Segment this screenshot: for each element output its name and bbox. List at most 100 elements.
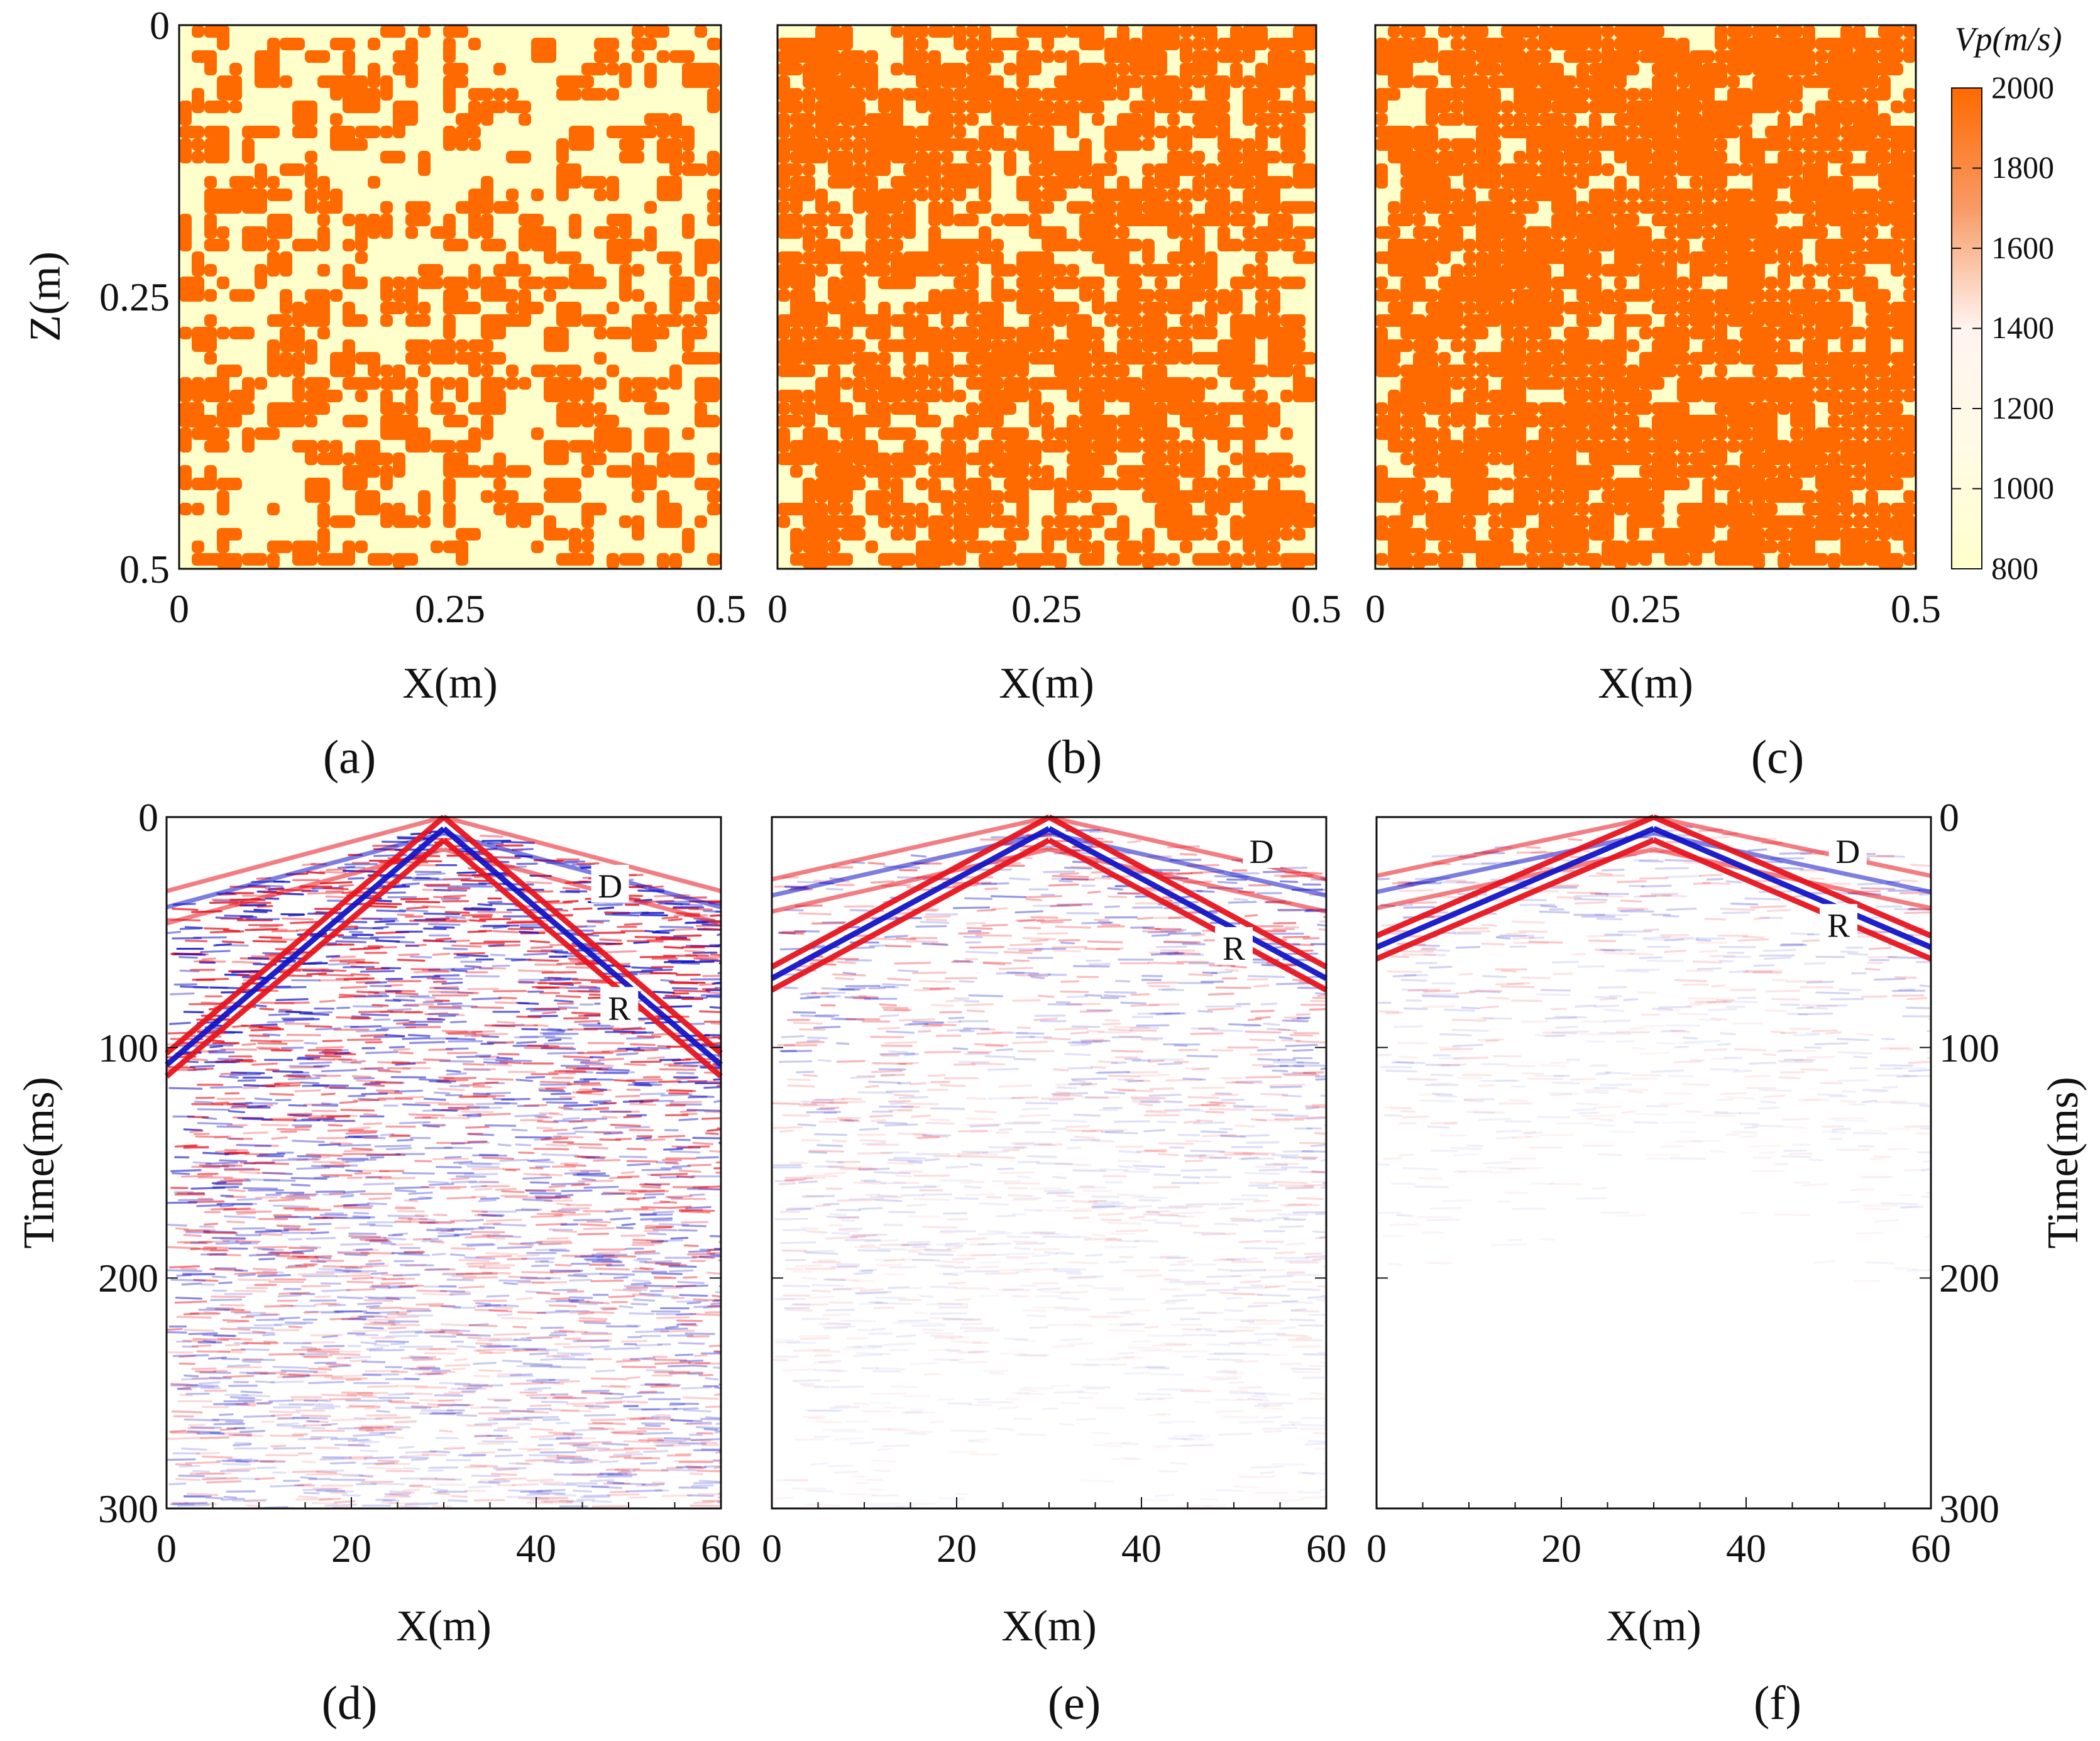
scatter-event <box>392 1233 409 1236</box>
velocity-anomaly <box>1092 163 1104 176</box>
velocity-anomaly <box>1167 553 1180 566</box>
velocity-anomaly <box>217 478 242 490</box>
velocity-anomaly <box>1828 465 1853 478</box>
velocity-anomaly <box>1451 465 1463 478</box>
velocity-anomaly <box>1903 390 1916 402</box>
velocity-anomaly <box>1501 101 1514 113</box>
velocity-anomaly <box>544 289 556 302</box>
velocity-anomaly <box>1803 25 1815 38</box>
velocity-anomaly <box>1016 176 1042 189</box>
velocity-anomaly <box>267 176 280 189</box>
velocity-anomaly <box>380 214 393 239</box>
velocity-anomaly <box>1243 339 1255 365</box>
velocity-anomaly <box>1004 63 1016 75</box>
velocity-anomaly <box>1400 314 1413 327</box>
velocity-anomaly <box>506 101 531 113</box>
velocity-anomaly <box>1205 528 1218 541</box>
velocity-anomaly <box>853 415 878 427</box>
x-axis-label: X(m) <box>1598 659 1693 708</box>
panel-a-blobs <box>179 25 721 569</box>
velocity-anomaly <box>1677 453 1690 465</box>
velocity-anomaly <box>229 415 242 427</box>
velocity-anomaly <box>1400 25 1426 38</box>
velocity-anomaly <box>1727 63 1740 75</box>
velocity-anomaly <box>1589 478 1602 490</box>
velocity-anomaly <box>393 277 405 289</box>
velocity-anomaly <box>790 151 815 163</box>
velocity-anomaly <box>556 138 569 163</box>
velocity-anomaly <box>790 38 815 63</box>
velocity-anomaly <box>1117 189 1142 201</box>
velocity-anomaly <box>594 352 607 365</box>
velocity-anomaly <box>1501 25 1526 38</box>
velocity-anomaly <box>979 50 991 63</box>
colorbar-tick-label: 1400 <box>1991 310 2054 345</box>
velocity-anomaly <box>380 365 393 377</box>
velocity-anomaly <box>1451 138 1476 151</box>
velocity-anomaly <box>1054 515 1079 528</box>
velocity-anomaly <box>1180 541 1192 553</box>
velocity-anomaly <box>1476 327 1488 339</box>
velocity-anomaly <box>1866 50 1878 63</box>
velocity-anomaly <box>632 264 644 277</box>
velocity-anomaly <box>1790 151 1803 163</box>
velocity-anomaly <box>1664 201 1690 214</box>
velocity-anomaly <box>1639 50 1664 63</box>
velocity-anomaly <box>941 189 954 201</box>
velocity-anomaly <box>1463 490 1488 515</box>
velocity-anomaly <box>878 503 891 515</box>
velocity-anomaly <box>493 88 506 101</box>
scatter-event <box>380 1431 397 1435</box>
velocity-anomaly <box>1042 440 1067 453</box>
velocity-anomaly <box>657 251 682 264</box>
velocity-anomaly <box>928 151 941 176</box>
scatter-event <box>433 1214 448 1216</box>
velocity-anomaly <box>229 63 242 75</box>
velocity-anomaly <box>1463 427 1476 440</box>
velocity-anomaly <box>828 75 853 88</box>
scatter-event <box>229 1073 261 1077</box>
velocity-anomaly <box>456 113 481 126</box>
velocity-anomaly <box>1438 365 1451 377</box>
velocity-anomaly <box>456 126 481 138</box>
velocity-anomaly <box>657 176 682 201</box>
velocity-anomaly <box>1790 289 1815 314</box>
velocity-anomaly <box>778 251 803 264</box>
velocity-anomaly <box>1375 528 1400 541</box>
velocity-anomaly <box>790 528 803 553</box>
velocity-anomaly <box>242 138 255 163</box>
velocity-anomaly <box>1891 327 1916 339</box>
velocity-anomaly <box>1104 528 1130 541</box>
velocity-anomaly <box>1218 151 1243 163</box>
velocity-anomaly <box>707 201 721 214</box>
velocity-anomaly <box>1539 478 1551 490</box>
velocity-anomaly <box>1280 151 1306 163</box>
velocity-anomaly <box>1828 402 1853 415</box>
velocity-anomaly <box>1539 503 1551 515</box>
velocity-anomaly <box>966 101 991 113</box>
scatter-event <box>539 1089 566 1092</box>
velocity-anomaly <box>1155 503 1180 528</box>
velocity-anomaly <box>192 541 204 553</box>
velocity-anomaly <box>267 189 292 201</box>
velocity-anomaly <box>1293 314 1306 327</box>
velocity-anomaly <box>1664 101 1677 113</box>
velocity-anomaly <box>204 553 229 566</box>
velocity-anomaly <box>828 214 853 226</box>
velocity-anomaly <box>1130 440 1142 453</box>
velocity-anomaly <box>1602 126 1627 138</box>
scatter-event <box>219 1327 251 1331</box>
velocity-anomaly <box>1079 528 1092 541</box>
velocity-anomaly <box>1790 176 1803 201</box>
scatter-event <box>609 1490 629 1493</box>
velocity-anomaly <box>607 88 619 101</box>
velocity-anomaly <box>1400 38 1413 63</box>
velocity-anomaly <box>941 163 966 176</box>
velocity-anomaly <box>1463 289 1488 302</box>
velocity-anomaly <box>519 503 531 528</box>
velocity-anomaly <box>1079 314 1092 327</box>
velocity-anomaly <box>682 214 695 226</box>
velocity-anomaly <box>853 138 866 163</box>
velocity-anomaly <box>991 339 1004 352</box>
velocity-anomaly <box>1476 113 1501 126</box>
